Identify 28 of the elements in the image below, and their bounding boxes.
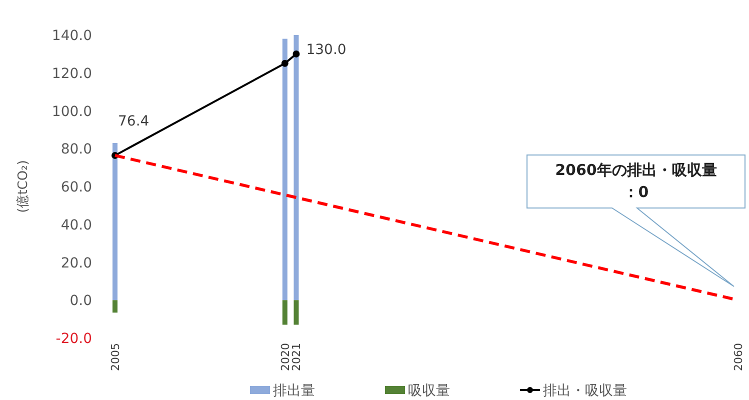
bar [112,142,118,300]
point [281,60,288,67]
y-tick-label: 60.0 [60,180,92,196]
bar [294,300,299,325]
y-tick-label: 80.0 [60,142,92,158]
y-tick-label: 40.0 [60,217,92,234]
bar [294,35,299,300]
bar [282,300,288,325]
x-tick-label: 2020 [278,343,292,371]
point [292,50,300,58]
bar [112,300,118,313]
x-tick-label: 2021 [290,343,304,371]
data-label: 130.0 [306,42,346,58]
legend-label: 排出量 [273,383,315,399]
annotation: 2060年の排出・吸収量：0 [555,161,717,201]
y-tick-label: 120.0 [52,66,92,82]
data-label: 76.4 [118,113,150,130]
legend-label: 吸収量 [408,383,450,399]
y-tick-label: -20.0 [56,331,92,347]
y-tick-label: 20.0 [60,255,92,272]
y-tick-label: 0.0 [70,293,92,310]
y-tick-label: 140.0 [52,28,92,44]
y-axis-title: (億tCO₂) [16,160,31,213]
x-tick-label: 2005 [109,343,122,371]
y-tick-label: 100.0 [52,104,92,120]
legend-label: 排出・吸収量 [543,383,627,399]
bar [282,38,288,300]
x-tick-label: 2060 [732,343,745,371]
